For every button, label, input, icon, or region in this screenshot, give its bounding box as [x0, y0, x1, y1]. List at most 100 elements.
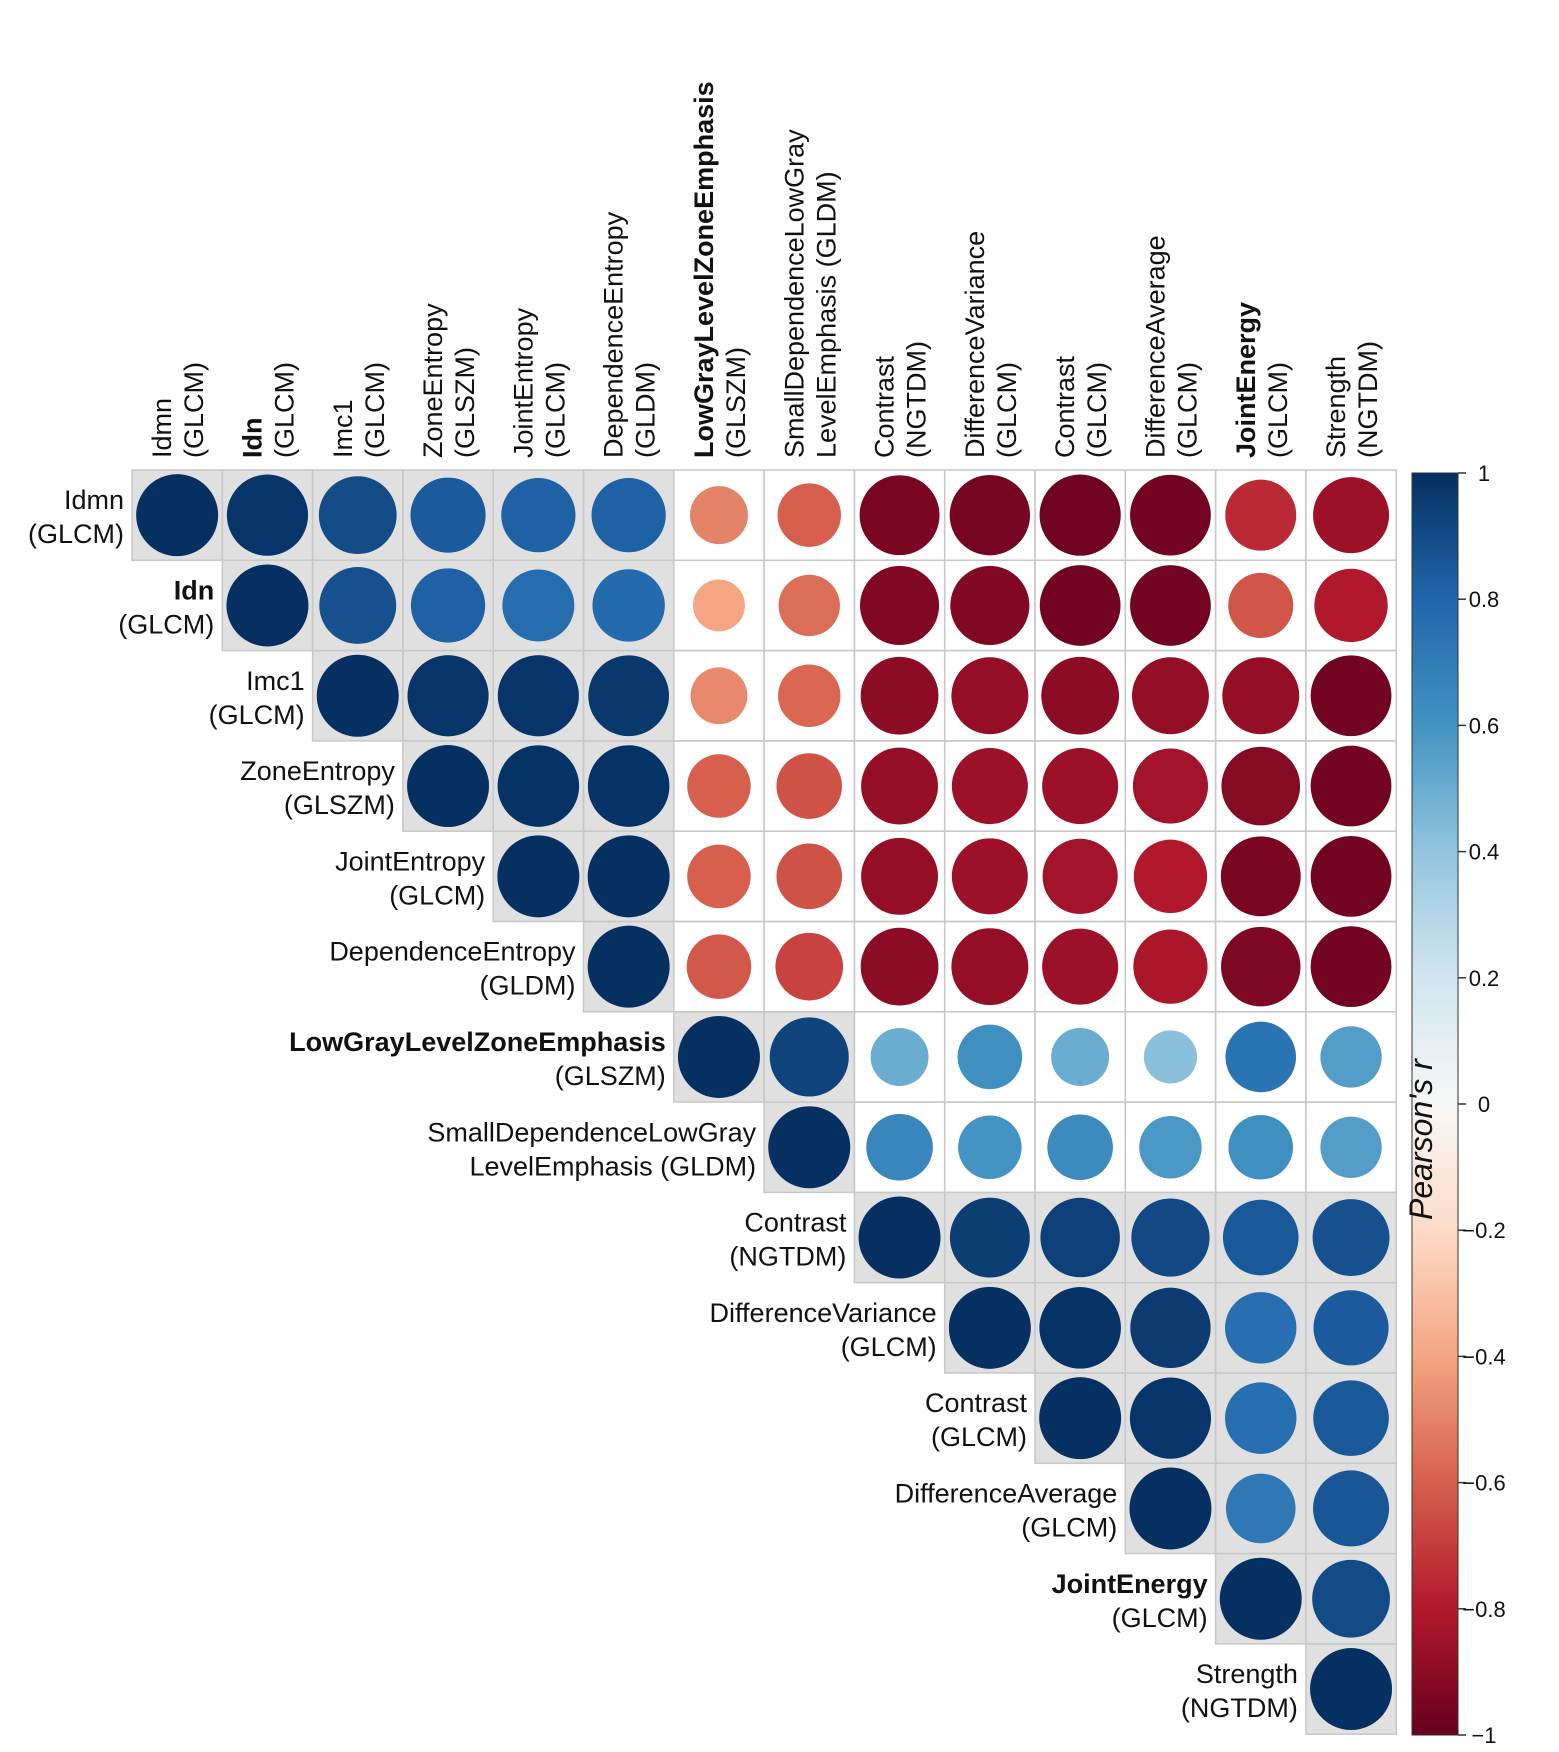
corr-circle-r0-c3 — [410, 477, 486, 553]
legend-ticks: 1 0.8 0.6 0.4 0.2 0 −0.2 −0.4 −0.6 −0.8 −1 — [1458, 461, 1506, 1748]
corr-circle-r6-c8 — [870, 1027, 929, 1086]
col-label-name-4: JointEntropy — [508, 307, 538, 458]
corr-circle-r1-c2 — [319, 566, 397, 644]
corr-circle-r3-c11 — [1132, 748, 1209, 824]
col-label-name-3: ZoneEntropy — [418, 303, 448, 458]
corr-circle-r11-c12 — [1225, 1473, 1296, 1544]
corr-circle-r6-c7 — [769, 1017, 849, 1097]
corr-circle-r3-c4 — [497, 745, 580, 827]
legend-tick-label: 0 — [1478, 1092, 1490, 1117]
row-label-family-10: (GLCM) — [931, 1422, 1027, 1452]
row-label-name-13: Strength — [1196, 1659, 1298, 1689]
legend-tick-label: −0.2 — [1462, 1218, 1505, 1243]
color-legend: 1 0.8 0.6 0.4 0.2 0 −0.2 −0.4 −0.6 −0.8 −1 Pearson… — [1403, 461, 1506, 1748]
corr-circle-r2-c11 — [1131, 657, 1209, 735]
corr-circle-r1-c3 — [410, 568, 486, 643]
legend-tick-label: 0.6 — [1469, 713, 1500, 738]
col-label-name-9: DifferenceVariance — [960, 231, 990, 458]
corr-circle-r3-c10 — [1042, 748, 1119, 825]
corr-circle-r3-c13 — [1310, 745, 1392, 827]
corr-circle-r0-c6 — [689, 486, 748, 545]
corr-circle-r0-c11 — [1130, 474, 1211, 556]
corr-circle-r7-c7 — [768, 1106, 851, 1189]
col-label-name-13: Strength — [1321, 356, 1351, 458]
col-label-family-3: (GLSZM) — [450, 347, 480, 458]
col-label-name-8: Contrast — [870, 355, 900, 458]
corr-circle-r8-c8 — [858, 1196, 941, 1279]
col-label-family-1: (GLCM) — [269, 362, 299, 458]
corr-circle-r3-c3 — [407, 745, 490, 828]
corr-circle-r6-c9 — [957, 1024, 1023, 1090]
corr-circle-r0-c9 — [949, 474, 1031, 556]
corr-circle-r8-c10 — [1040, 1197, 1120, 1278]
col-label-family-6: (GLSZM) — [721, 347, 751, 458]
col-label-family-4: (GLCM) — [540, 362, 570, 458]
legend-tick-label: −0.4 — [1462, 1344, 1505, 1369]
corr-circle-r6-c13 — [1320, 1026, 1382, 1088]
corr-circle-r4-c9 — [951, 838, 1028, 915]
corr-circle-r5-c10 — [1042, 928, 1119, 1005]
corr-circle-r12-c12 — [1219, 1557, 1302, 1640]
row-label-name-9: DifferenceVariance — [710, 1298, 937, 1328]
row-label-name-2: Imc1 — [246, 666, 305, 696]
legend-tick-label: −1 — [1471, 1723, 1496, 1748]
row-label-family-12: (GLCM) — [1112, 1603, 1208, 1633]
corr-circle-r10-c10 — [1039, 1377, 1122, 1460]
corr-circle-r10-c12 — [1225, 1382, 1297, 1454]
col-label-family-10: (GLCM) — [1082, 362, 1112, 458]
corr-circle-r4-c8 — [861, 837, 939, 915]
corr-circle-r5-c11 — [1133, 929, 1208, 1004]
corr-circle-r2-c5 — [588, 655, 670, 737]
legend-tick-label: 0.4 — [1469, 840, 1500, 865]
corr-circle-r10-c11 — [1129, 1377, 1212, 1459]
col-label-family-13: (NGTDM) — [1353, 341, 1383, 458]
col-label-family-8: (NGTDM) — [902, 341, 932, 458]
legend-tick-label: −0.8 — [1462, 1597, 1505, 1622]
corr-circle-r1-c1 — [226, 564, 309, 647]
corr-circle-r9-c11 — [1130, 1287, 1211, 1369]
corr-circle-r1-c8 — [860, 565, 940, 645]
col-label-family-7: LevelEmphasis (GLDM) — [811, 171, 841, 458]
col-label-name-1: Idn — [237, 418, 267, 459]
corr-circle-r7-c10 — [1047, 1114, 1113, 1181]
corr-circle-r1-c13 — [1314, 568, 1388, 643]
col-label-family-0: (GLCM) — [179, 362, 209, 458]
row-labels: Idmn (GLCM) Idn (GLCM) Imc1 (GLCM) ZoneEntropy… — [28, 485, 1298, 1723]
col-label-name-12: JointEnergy — [1231, 302, 1261, 458]
row-label-family-0: (GLCM) — [28, 519, 124, 549]
corr-circle-r3-c9 — [951, 748, 1028, 825]
row-label-name-5: DependenceEntropy — [329, 937, 576, 967]
corr-circle-r1-c9 — [950, 565, 1030, 645]
corr-circle-r0-c7 — [777, 483, 842, 547]
corr-circle-r2-c9 — [951, 657, 1029, 735]
corr-circle-r11-c11 — [1129, 1467, 1212, 1550]
corr-circle-r0-c5 — [591, 478, 666, 553]
row-label-name-4: JointEntropy — [335, 846, 486, 876]
col-label-family-12: (GLCM) — [1263, 362, 1293, 458]
corr-circle-r0-c13 — [1313, 477, 1390, 554]
corr-circle-r2-c8 — [860, 656, 939, 735]
legend-tick-label: 0.8 — [1469, 587, 1500, 612]
corr-circle-r9-c12 — [1225, 1292, 1297, 1364]
corr-circle-r0-c0 — [136, 474, 219, 557]
row-label-family-4: (GLCM) — [389, 880, 485, 910]
row-label-family-7: LevelEmphasis (GLDM) — [470, 1151, 757, 1181]
corr-circle-r5-c12 — [1221, 926, 1301, 1007]
corr-circle-r6-c11 — [1143, 1030, 1198, 1084]
corr-circle-r2-c6 — [690, 667, 748, 725]
corr-circle-r2-c2 — [316, 654, 399, 737]
row-label-family-2: (GLCM) — [209, 700, 305, 730]
row-label-family-8: (NGTDM) — [729, 1242, 846, 1272]
corr-circle-r8-c9 — [949, 1197, 1030, 1278]
corr-circle-r3-c6 — [687, 754, 751, 818]
corr-circle-r0-c10 — [1039, 474, 1121, 556]
corr-circle-r1-c12 — [1228, 572, 1294, 638]
corr-circle-r1-c7 — [778, 574, 840, 637]
row-label-name-8: Contrast — [744, 1208, 847, 1238]
legend-colorbar — [1411, 472, 1459, 1736]
corr-circle-r0-c2 — [318, 476, 397, 555]
correlation-circles-layer — [136, 474, 1393, 1731]
corr-circle-r11-c13 — [1313, 1470, 1390, 1547]
corr-circle-r4-c5 — [587, 835, 670, 918]
corr-circle-r8-c12 — [1222, 1199, 1299, 1276]
